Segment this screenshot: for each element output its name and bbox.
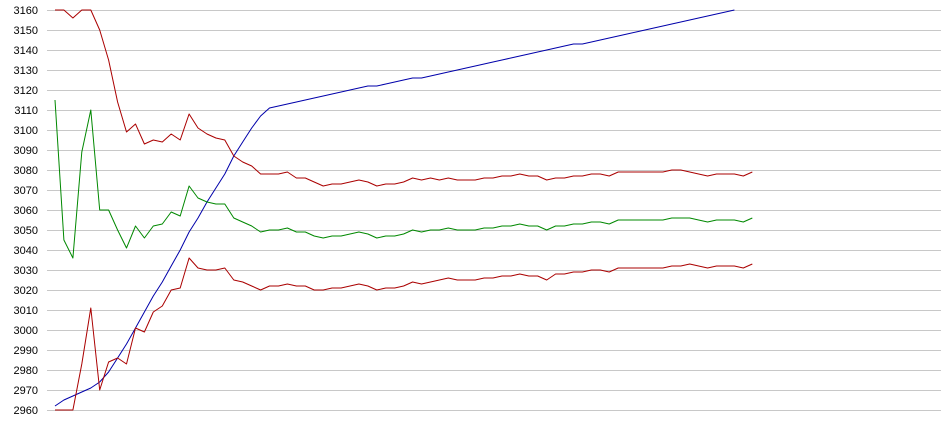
grid — [47, 10, 941, 411]
y-tick-label: 3010 — [14, 305, 38, 317]
series-line-4 — [55, 257, 753, 411]
y-tick-label: 2970 — [14, 385, 38, 397]
y-tick-label: 3090 — [14, 145, 38, 157]
series-lines — [54, 9, 753, 411]
y-tick-label: 2990 — [14, 345, 38, 357]
y-tick-label: 3110 — [14, 105, 38, 117]
y-tick-label: 3150 — [14, 25, 38, 37]
y-tick-label: 3080 — [14, 165, 38, 177]
y-tick-label: 3040 — [14, 245, 38, 257]
y-tick-label: 3070 — [14, 185, 38, 197]
y-tick-label: 2960 — [14, 405, 38, 417]
y-tick-label: 3130 — [14, 65, 38, 77]
y-tick-label: 3120 — [14, 85, 38, 97]
y-tick-label: 3030 — [14, 265, 38, 277]
y-tick-label: 3060 — [14, 205, 38, 217]
y-tick-label: 3050 — [14, 225, 38, 237]
y-tick-label: 3000 — [14, 325, 38, 337]
series-line-2 — [55, 9, 753, 187]
series-line-1 — [54, 9, 735, 407]
y-tick-label: 3020 — [14, 285, 38, 297]
y-tick-label: 2980 — [14, 365, 38, 377]
y-axis-tick-labels: 2960 2970 2980 2990 3000 3010 3020 3030 3040 3050… — [14, 5, 38, 417]
y-tick-label: 3160 — [14, 5, 38, 17]
y-tick-label: 3140 — [14, 45, 38, 57]
series-line-3 — [54, 99, 753, 259]
y-tick-label: 3100 — [14, 125, 38, 137]
